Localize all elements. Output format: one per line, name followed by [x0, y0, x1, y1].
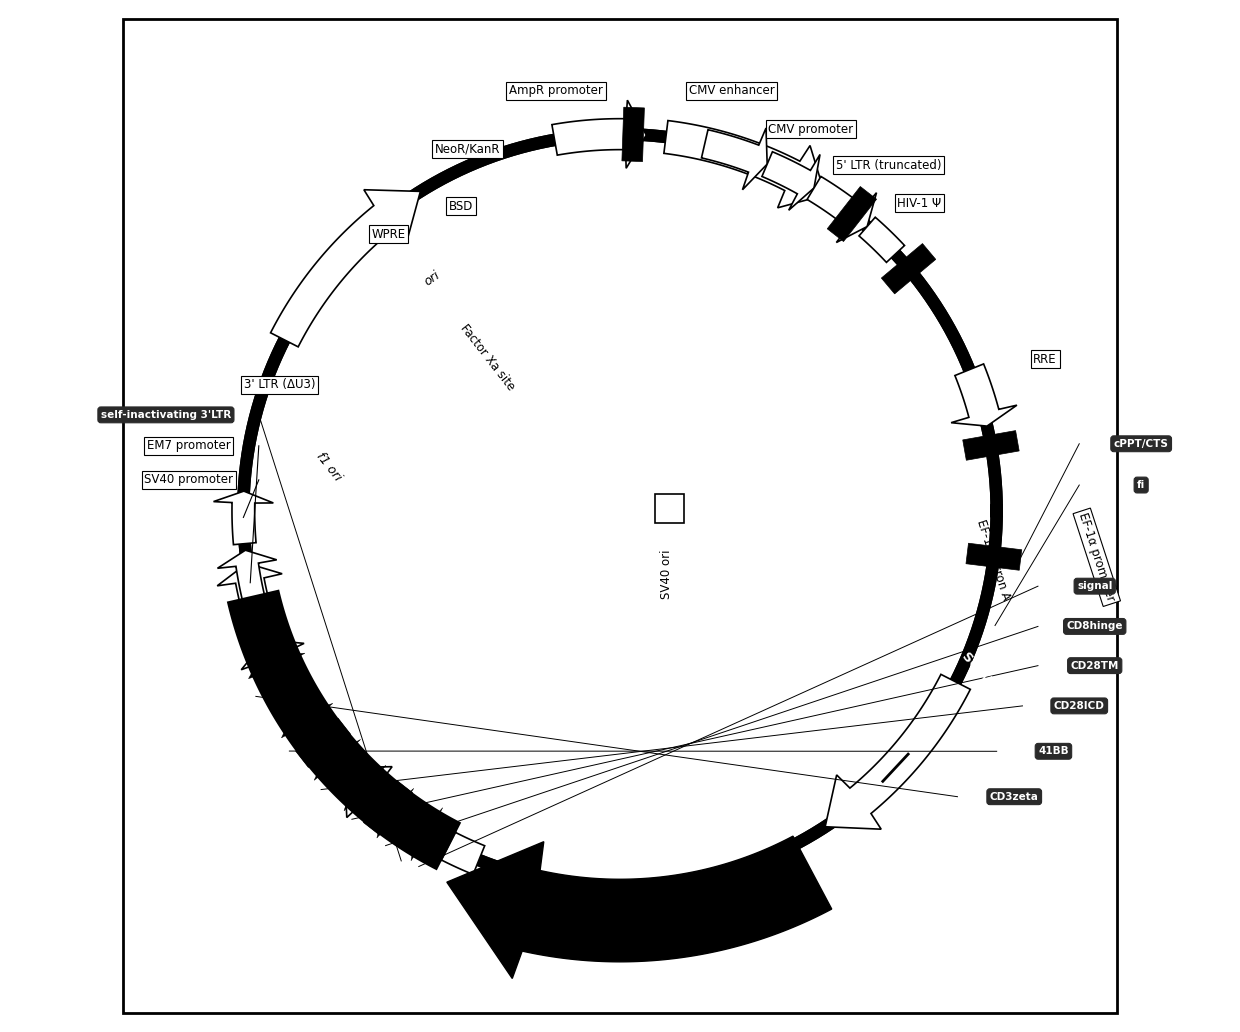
Polygon shape: [314, 739, 370, 794]
Text: CMV enhancer: CMV enhancer: [688, 85, 774, 97]
Text: ScFV: ScFV: [959, 651, 993, 686]
Text: ori: ori: [422, 268, 443, 289]
Polygon shape: [807, 176, 877, 243]
Text: self-inactivating 3'LTR: self-inactivating 3'LTR: [100, 410, 231, 420]
Text: RRE: RRE: [1033, 353, 1056, 365]
Polygon shape: [410, 808, 456, 861]
Text: WPRE: WPRE: [372, 228, 405, 240]
Polygon shape: [882, 244, 936, 294]
Polygon shape: [552, 100, 646, 168]
Polygon shape: [966, 543, 1022, 571]
Text: HIV-1 Ψ: HIV-1 Ψ: [898, 197, 941, 209]
Text: SV40 ori: SV40 ori: [660, 549, 673, 599]
Text: signal: signal: [1078, 581, 1112, 591]
Polygon shape: [227, 589, 461, 870]
Polygon shape: [825, 674, 971, 829]
Polygon shape: [827, 187, 877, 241]
Polygon shape: [345, 767, 485, 874]
Polygon shape: [217, 563, 283, 645]
Polygon shape: [270, 190, 420, 347]
Text: CMV promoter: CMV promoter: [769, 123, 853, 135]
Text: SV40 promoter: SV40 promoter: [144, 474, 233, 486]
Text: 5' LTR (truncated): 5' LTR (truncated): [836, 159, 941, 171]
Text: EF-1α intron A: EF-1α intron A: [975, 518, 1013, 603]
Polygon shape: [962, 430, 1019, 460]
Polygon shape: [242, 640, 317, 724]
Polygon shape: [295, 718, 351, 768]
Text: AmpR promoter: AmpR promoter: [510, 85, 603, 97]
Polygon shape: [330, 754, 407, 827]
Polygon shape: [702, 128, 768, 190]
Text: CD8hinge: CD8hinge: [1066, 621, 1123, 632]
Polygon shape: [622, 107, 645, 162]
Polygon shape: [343, 766, 398, 820]
Text: 3' LTR (ΔU3): 3' LTR (ΔU3): [244, 379, 315, 391]
Polygon shape: [859, 217, 904, 262]
Text: 41BB: 41BB: [1038, 746, 1069, 756]
Text: NeoR/KanR: NeoR/KanR: [434, 142, 500, 155]
Text: f1 ori: f1 ori: [314, 450, 345, 483]
Text: BSD: BSD: [449, 200, 474, 213]
Text: EF-1α promoter: EF-1α promoter: [1076, 511, 1117, 604]
Bar: [655, 494, 684, 523]
Text: Factor Xa site: Factor Xa site: [458, 321, 518, 393]
Polygon shape: [951, 364, 1017, 426]
Polygon shape: [213, 491, 273, 545]
Polygon shape: [446, 836, 832, 978]
Polygon shape: [377, 788, 429, 844]
Polygon shape: [281, 704, 343, 764]
Polygon shape: [248, 653, 315, 719]
Text: CD28TM: CD28TM: [1070, 660, 1118, 671]
Text: EM7 promoter: EM7 promoter: [146, 440, 231, 452]
Polygon shape: [761, 152, 820, 211]
Text: cPPT/CTS: cPPT/CTS: [1114, 439, 1168, 449]
Text: fi: fi: [1137, 480, 1146, 490]
Polygon shape: [663, 121, 825, 207]
Text: CD3zeta: CD3zeta: [990, 792, 1039, 802]
Text: CD28ICD: CD28ICD: [1054, 701, 1105, 711]
Polygon shape: [363, 780, 413, 835]
FancyBboxPatch shape: [123, 19, 1117, 1013]
Polygon shape: [217, 550, 277, 618]
